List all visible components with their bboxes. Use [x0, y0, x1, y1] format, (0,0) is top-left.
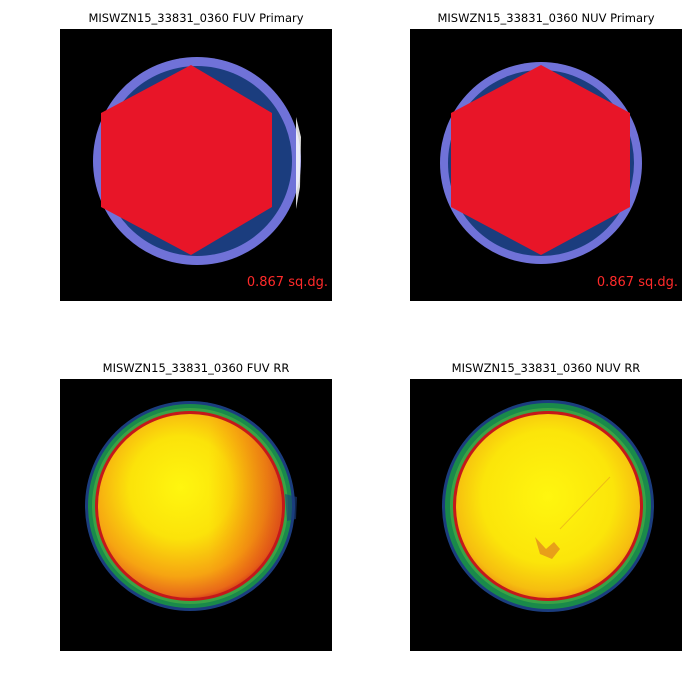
- nuv-primary-image: [410, 29, 682, 301]
- fuv-primary-title: MISWZN15_33831_0360 FUV Primary: [88, 11, 304, 25]
- nuv-primary-panel: MISWZN15_33831_0360 NUV Primary 0.867 sq…: [410, 11, 682, 301]
- edge-artifact: [296, 117, 301, 209]
- fuv-primary-panel: MISWZN15_33831_0360 FUV Primary 0.867 sq…: [60, 11, 332, 301]
- hexagon-primary-region: [101, 65, 272, 255]
- response-gradient: [98, 414, 282, 598]
- nuv-rr-image: [410, 379, 682, 651]
- fuv-rr-title: MISWZN15_33831_0360 FUV RR: [102, 361, 290, 375]
- area-label: 0.867 sq.dg.: [246, 275, 328, 290]
- fuv-rr-panel: MISWZN15_33831_0360 FUV RR: [60, 361, 332, 651]
- fuv-primary-image: [60, 29, 332, 301]
- nuv-primary-title: MISWZN15_33831_0360 NUV Primary: [437, 11, 655, 25]
- artifact-spot: [535, 537, 560, 559]
- nuv-rr-title: MISWZN15_33831_0360 NUV RR: [451, 361, 641, 375]
- nuv-rr-panel: MISWZN15_33831_0360 NUV RR: [410, 361, 682, 651]
- response-disk: [456, 414, 640, 598]
- hexagon-primary-region: [451, 65, 630, 255]
- fuv-rr-image: [60, 379, 332, 651]
- artifact-streak: [559, 476, 611, 530]
- edge-artifact: [285, 494, 297, 521]
- area-label: 0.867 sq.dg.: [596, 275, 678, 290]
